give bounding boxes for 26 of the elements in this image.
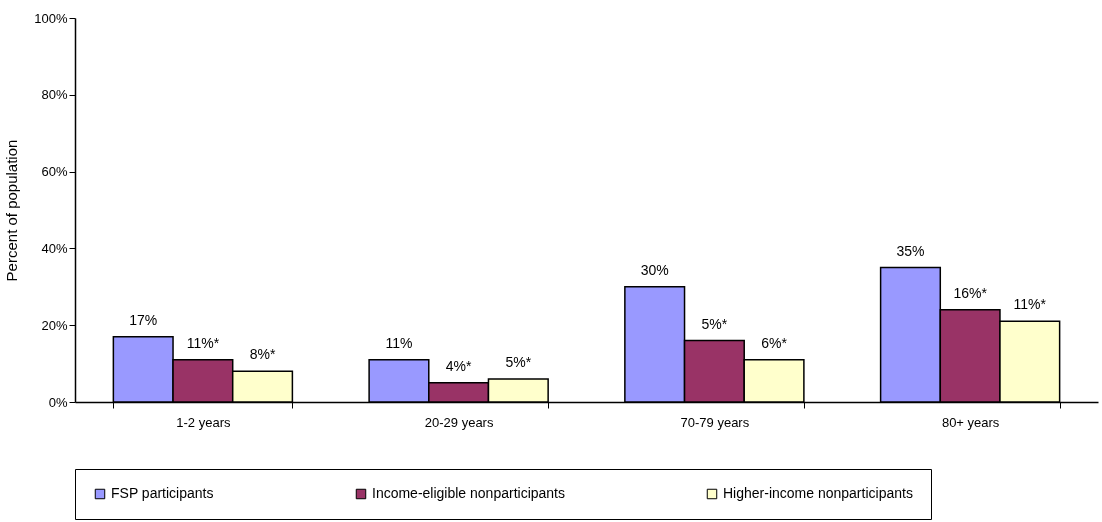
annotation: 11%*	[1013, 296, 1047, 313]
annotation: 5%*	[505, 353, 532, 370]
legend-label: Higher-income nonparticipants	[723, 485, 913, 501]
y-axis-title: Percent of population	[3, 139, 21, 282]
y-tick-label: 80%	[41, 87, 68, 103]
x-tick-label: 80+ years	[941, 414, 1000, 430]
annotation: 11%*	[186, 334, 220, 351]
data-label: 35%	[896, 242, 925, 259]
annotation: 16%*	[953, 284, 988, 301]
legend-label: Income-eligible nonparticipants	[372, 485, 565, 501]
y-tick-label: 20%	[41, 317, 68, 333]
data-label: 17%	[129, 311, 158, 328]
x-tick-label: 1-2 years	[176, 414, 231, 430]
y-tick-label: 60%	[41, 164, 68, 180]
annotation: 5%*	[701, 315, 728, 332]
annotation: 6%*	[761, 334, 788, 351]
data-label: 30%	[640, 261, 669, 278]
y-tick-label: 40%	[41, 240, 68, 256]
x-tick-label: 70-79 years	[680, 414, 750, 430]
annotation: 4%*	[445, 357, 473, 374]
legend-label: FSP participants	[111, 485, 214, 501]
data-label: 11%	[385, 334, 413, 351]
y-tick-label: 100%	[34, 10, 68, 26]
annotation: 8%*	[249, 346, 276, 363]
x-tick-label: 20-29 years	[424, 414, 494, 430]
y-tick-label: 0%	[48, 394, 68, 410]
